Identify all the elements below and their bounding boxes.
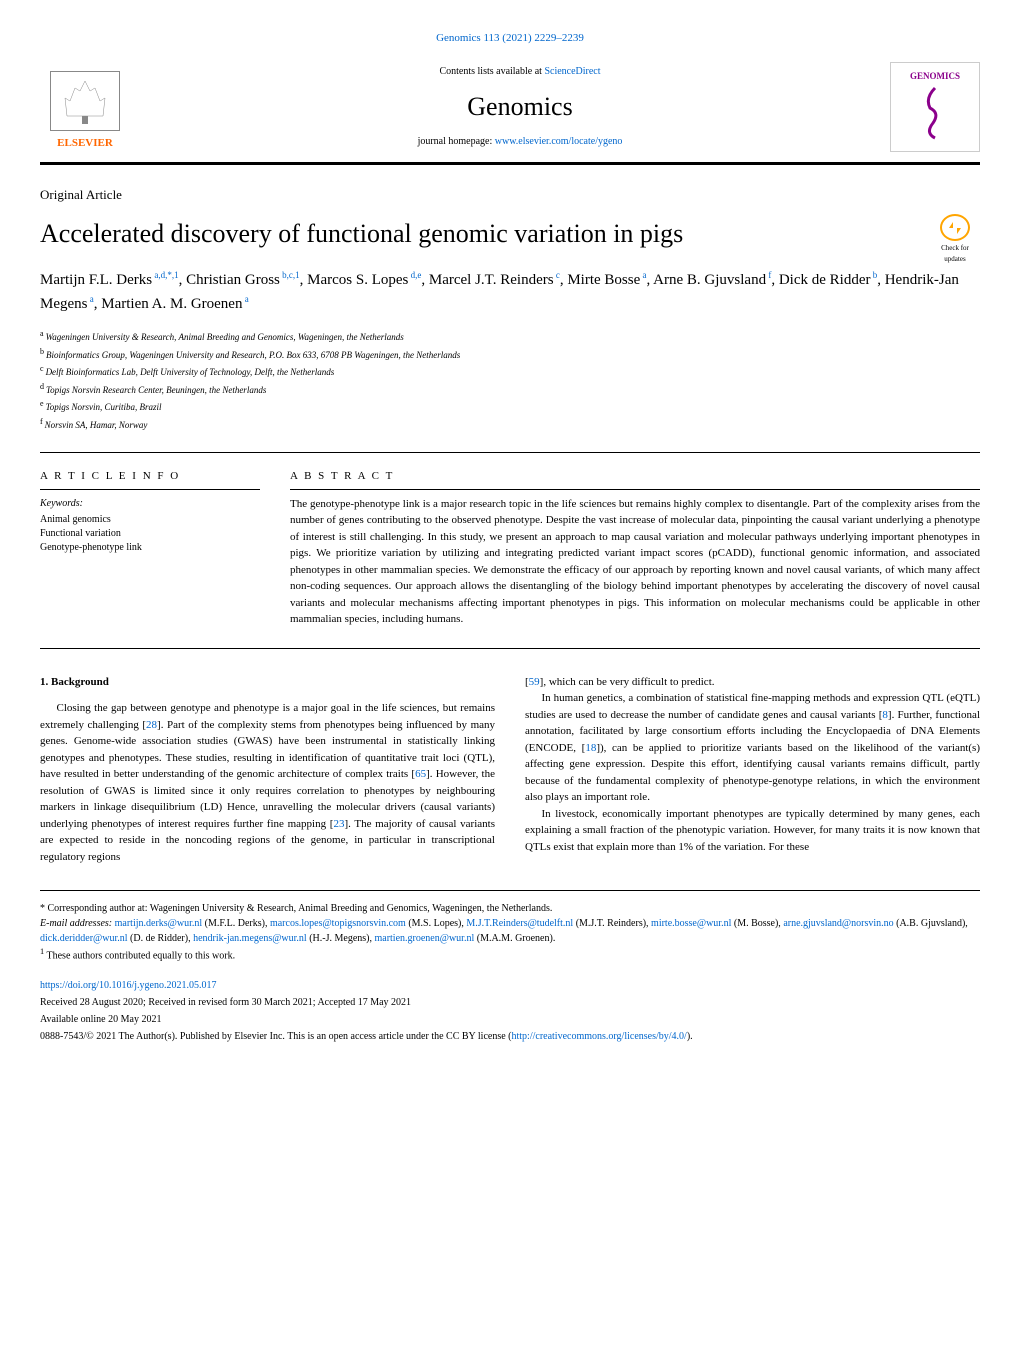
- author: Martijn F.L. Derks a,d,*,1: [40, 272, 179, 288]
- email-link[interactable]: mirte.bosse@wur.nl: [651, 918, 731, 929]
- author: Marcos S. Lopes d,e: [307, 272, 421, 288]
- author: Christian Gross b,c,1: [186, 272, 300, 288]
- email-link[interactable]: marcos.lopes@topigsnorsvin.com: [270, 918, 406, 929]
- equal-contrib-note: 1 These authors contributed equally to t…: [40, 946, 980, 963]
- available-line: Available online 20 May 2021: [40, 1012, 980, 1027]
- section-heading: 1. Background: [40, 674, 495, 691]
- keyword: Animal genomics: [40, 513, 260, 527]
- email-link[interactable]: hendrik-jan.megens@wur.nl: [193, 933, 307, 944]
- body-paragraph: [59], which can be very difficult to pre…: [525, 674, 980, 691]
- email-link[interactable]: martijn.derks@wur.nl: [115, 918, 203, 929]
- article-title: Accelerated discovery of functional geno…: [40, 214, 930, 253]
- author-sup: f: [766, 270, 771, 280]
- body-paragraph: Closing the gap between genotype and phe…: [40, 700, 495, 865]
- reference-link[interactable]: Genomics 113 (2021) 2229–2239: [436, 32, 584, 44]
- abstract-section: A R T I C L E I N F O Keywords: Animal g…: [40, 468, 980, 628]
- body-paragraph: In human genetics, a combination of stat…: [525, 690, 980, 806]
- article-info: A R T I C L E I N F O Keywords: Animal g…: [40, 468, 260, 628]
- citation-link[interactable]: 65: [415, 768, 426, 780]
- affiliation: f Norsvin SA, Hamar, Norway: [40, 416, 980, 433]
- affiliation: d Topigs Norsvin Research Center, Beunin…: [40, 381, 980, 398]
- contents-line: Contents lists available at ScienceDirec…: [150, 64, 890, 79]
- check-updates-text: Check for updates: [930, 243, 980, 264]
- elsevier-logo: ELSEVIER: [40, 62, 130, 152]
- journal-header: ELSEVIER Contents lists available at Sci…: [40, 62, 980, 165]
- homepage-line: journal homepage: www.elsevier.com/locat…: [150, 134, 890, 149]
- abstract-heading: A B S T R A C T: [290, 468, 980, 490]
- email-link[interactable]: arne.gjuvsland@norsvin.no: [783, 918, 893, 929]
- elsevier-tree-icon: [50, 71, 120, 131]
- check-updates-icon: [940, 214, 970, 241]
- body-paragraph: In livestock, economically important phe…: [525, 806, 980, 856]
- keywords-label: Keywords:: [40, 496, 260, 511]
- email-link[interactable]: martien.groenen@wur.nl: [374, 933, 474, 944]
- footer-notes: * Corresponding author at: Wageningen Un…: [40, 890, 980, 963]
- emails-note: E-mail addresses: martijn.derks@wur.nl (…: [40, 916, 980, 946]
- citation-link[interactable]: 28: [146, 719, 157, 731]
- affiliation: a Wageningen University & Research, Anim…: [40, 328, 980, 345]
- title-row: Accelerated discovery of functional geno…: [40, 214, 980, 268]
- email-link[interactable]: M.J.T.Reinders@tudelft.nl: [466, 918, 573, 929]
- column-left: 1. Background Closing the gap between ge…: [40, 674, 495, 866]
- journal-title: Genomics: [150, 87, 890, 126]
- citation-link[interactable]: 18: [585, 742, 596, 754]
- citation-link[interactable]: 23: [333, 818, 344, 830]
- abstract-text: The genotype-phenotype link is a major r…: [290, 496, 980, 628]
- author: Martien A. M. Groenen a: [101, 296, 248, 312]
- email-link[interactable]: dick.deridder@wur.nl: [40, 933, 128, 944]
- author-sup: a: [640, 270, 646, 280]
- citation-link[interactable]: 8: [882, 709, 888, 721]
- homepage-link[interactable]: www.elsevier.com/locate/ygeno: [495, 136, 623, 147]
- article-type: Original Article: [40, 185, 980, 205]
- article-info-heading: A R T I C L E I N F O: [40, 468, 260, 490]
- elsevier-text: ELSEVIER: [57, 135, 113, 152]
- contents-text: Contents lists available at: [439, 66, 544, 77]
- author: Mirte Bosse a: [567, 272, 646, 288]
- header-reference: Genomics 113 (2021) 2229–2239: [40, 30, 980, 47]
- doi-link[interactable]: https://doi.org/10.1016/j.ygeno.2021.05.…: [40, 980, 216, 991]
- body-columns: 1. Background Closing the gap between ge…: [40, 674, 980, 866]
- author: Dick de Ridder b: [779, 272, 877, 288]
- keyword: Functional variation: [40, 527, 260, 541]
- cc-link[interactable]: http://creativecommons.org/licenses/by/4…: [511, 1031, 686, 1042]
- sciencedirect-link[interactable]: ScienceDirect: [544, 66, 600, 77]
- corresponding-note: * Corresponding author at: Wageningen Un…: [40, 901, 980, 916]
- author-sup: d,e: [408, 270, 421, 280]
- divider: [40, 452, 980, 453]
- affiliation: e Topigs Norsvin, Curitiba, Brazil: [40, 398, 980, 415]
- equal-contrib-text: These authors contributed equally to thi…: [47, 950, 236, 961]
- affiliation: b Bioinformatics Group, Wageningen Unive…: [40, 346, 980, 363]
- divider: [40, 648, 980, 649]
- journal-info: Contents lists available at ScienceDirec…: [150, 64, 890, 149]
- author-sup: a,d,*,1: [152, 270, 179, 280]
- author: Arne B. Gjuvsland f: [653, 272, 771, 288]
- copyright-text: 0888-7543/© 2021 The Author(s). Publishe…: [40, 1031, 511, 1042]
- copyright-end: ).: [687, 1031, 693, 1042]
- affiliations-list: a Wageningen University & Research, Anim…: [40, 328, 980, 432]
- author-sup: b,c,1: [280, 270, 300, 280]
- keywords-list: Animal genomicsFunctional variationGenot…: [40, 513, 260, 555]
- keyword: Genotype-phenotype link: [40, 541, 260, 555]
- author-sup: a: [88, 294, 94, 304]
- homepage-text: journal homepage:: [418, 136, 495, 147]
- citation-link[interactable]: 59: [529, 676, 540, 688]
- author: Marcel J.T. Reinders c: [429, 272, 560, 288]
- dates-line: Received 28 August 2020; Received in rev…: [40, 995, 980, 1010]
- column-right: [59], which can be very difficult to pre…: [525, 674, 980, 866]
- check-updates-badge[interactable]: Check for updates: [930, 214, 980, 264]
- author-sup: a: [242, 294, 248, 304]
- genomics-cover-icon: GENOMICS: [890, 62, 980, 152]
- abstract: A B S T R A C T The genotype-phenotype l…: [290, 468, 980, 628]
- genomics-badge-text: GENOMICS: [910, 70, 960, 84]
- copyright-line: 0888-7543/© 2021 The Author(s). Publishe…: [40, 1029, 980, 1044]
- authors-list: Martijn F.L. Derks a,d,*,1, Christian Gr…: [40, 268, 980, 316]
- author-sup: c: [554, 270, 560, 280]
- author-sup: b: [870, 270, 877, 280]
- affiliation: c Delft Bioinformatics Lab, Delft Univer…: [40, 363, 980, 380]
- doi-line: https://doi.org/10.1016/j.ygeno.2021.05.…: [40, 978, 980, 993]
